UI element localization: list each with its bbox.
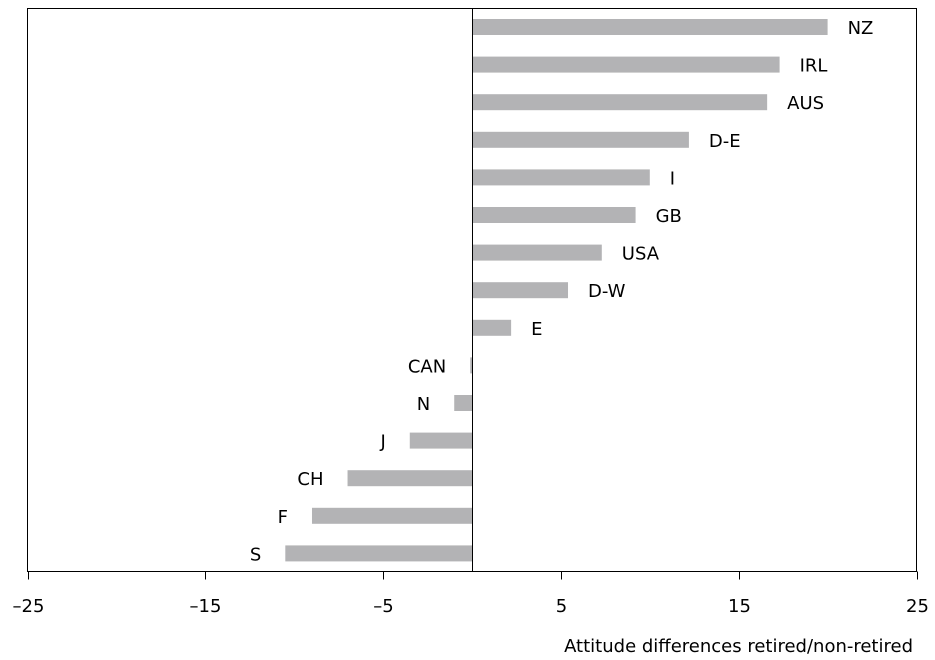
category-label-ch: CH — [297, 469, 323, 490]
category-label-s: S — [250, 544, 261, 565]
bar-ch — [347, 470, 472, 487]
bar-i — [472, 169, 650, 186]
category-label-can: CAN — [408, 356, 446, 377]
bar-d-w — [472, 282, 569, 299]
bar-e — [472, 319, 512, 336]
bar-can — [470, 357, 472, 374]
x-tick-label: –25 — [13, 596, 45, 617]
x-axis-title: Attitude differences retired/non-retired — [564, 636, 913, 657]
bar-irl — [472, 56, 780, 73]
bar-f — [311, 507, 472, 524]
bar-d-e — [472, 131, 689, 148]
bar-s — [285, 545, 472, 562]
x-tick-label: –5 — [373, 596, 393, 617]
bar-n — [454, 395, 472, 411]
category-label-j: J — [379, 432, 385, 453]
bar-j — [409, 432, 472, 449]
category-label-usa: USA — [622, 244, 660, 265]
category-label-n: N — [417, 394, 430, 415]
category-label-irl: IRL — [800, 56, 828, 77]
category-label-e: E — [531, 319, 542, 340]
category-label-aus: AUS — [787, 93, 824, 114]
category-label-f: F — [278, 507, 288, 528]
category-label-i: I — [670, 168, 675, 189]
bars-group — [285, 19, 828, 562]
x-tick-label: 15 — [728, 596, 751, 617]
bar-aus — [472, 94, 768, 111]
x-axis-ticks: –25 –15 –5 5 15 25 — [13, 571, 929, 617]
x-tick-label: –15 — [190, 596, 222, 617]
category-labels: NZ IRL AUS D-E I GB USA D-W E CAN N J CH FS — [250, 18, 874, 565]
x-tick-label: 5 — [556, 596, 567, 617]
bar-usa — [472, 244, 602, 261]
bar-nz — [472, 19, 828, 35]
category-label-d-e: D-E — [709, 131, 741, 152]
category-label-gb: GB — [656, 206, 682, 227]
category-label-d-w: D-W — [588, 281, 626, 302]
x-tick-label: 25 — [906, 596, 929, 617]
bar-gb — [472, 207, 636, 223]
category-label-nz: NZ — [848, 18, 874, 39]
